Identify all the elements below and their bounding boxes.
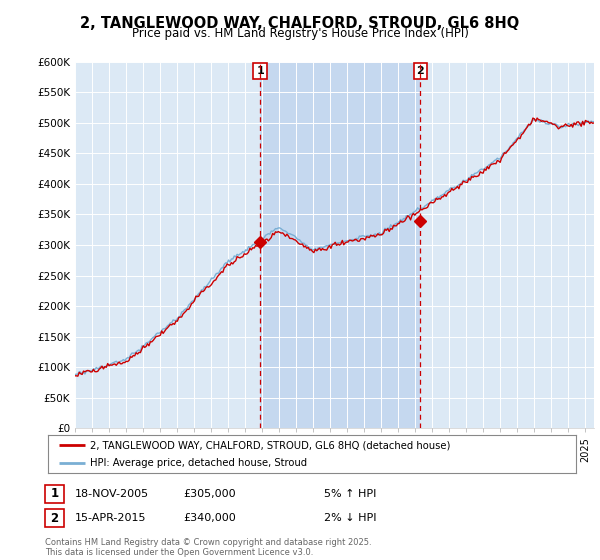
Text: 5% ↑ HPI: 5% ↑ HPI (324, 489, 376, 499)
Text: 2, TANGLEWOOD WAY, CHALFORD, STROUD, GL6 8HQ: 2, TANGLEWOOD WAY, CHALFORD, STROUD, GL6… (80, 16, 520, 31)
Text: 1: 1 (256, 66, 264, 76)
Text: 15-APR-2015: 15-APR-2015 (75, 513, 146, 523)
Text: 2% ↓ HPI: 2% ↓ HPI (324, 513, 377, 523)
Bar (260, 62, 420, 428)
Text: 2: 2 (416, 66, 424, 76)
Text: £340,000: £340,000 (183, 513, 236, 523)
Text: HPI: Average price, detached house, Stroud: HPI: Average price, detached house, Stro… (90, 458, 307, 468)
Text: £305,000: £305,000 (183, 489, 236, 499)
Text: Contains HM Land Registry data © Crown copyright and database right 2025.
This d: Contains HM Land Registry data © Crown c… (45, 538, 371, 557)
Text: 18-NOV-2005: 18-NOV-2005 (75, 489, 149, 499)
Text: 2, TANGLEWOOD WAY, CHALFORD, STROUD, GL6 8HQ (detached house): 2, TANGLEWOOD WAY, CHALFORD, STROUD, GL6… (90, 440, 451, 450)
Text: Price paid vs. HM Land Registry's House Price Index (HPI): Price paid vs. HM Land Registry's House … (131, 27, 469, 40)
Text: 2: 2 (50, 511, 59, 525)
Text: 1: 1 (50, 487, 59, 501)
